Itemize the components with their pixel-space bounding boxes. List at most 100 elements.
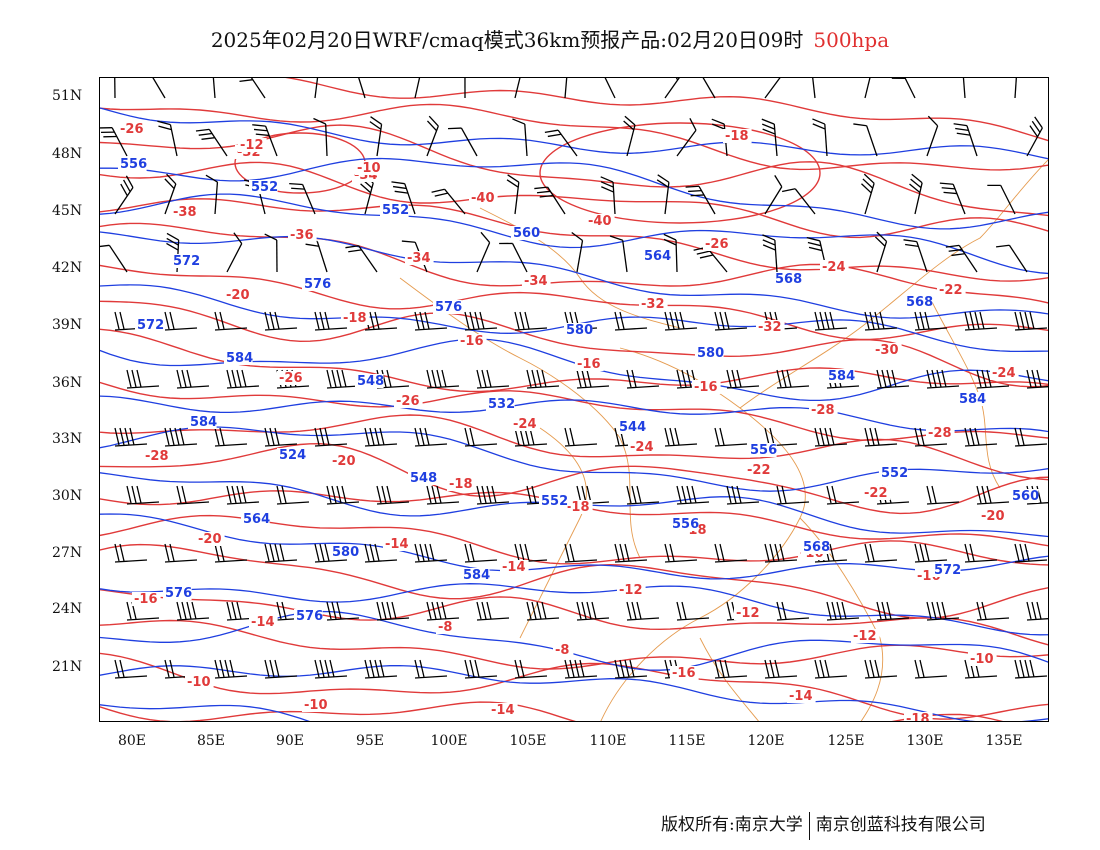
contour-label: -18 [725,129,749,144]
wind-barb [1026,369,1048,389]
contour-label-bg [405,251,434,265]
contour-label: -26 [705,237,729,252]
wind-barb [614,543,648,563]
wind-barb [499,242,528,273]
lon-tick-label: 125E [827,733,865,749]
contour-label-bg [522,274,551,288]
wind-barb [164,543,198,563]
contour-label-bg [979,509,1008,523]
contour-label: -20 [981,509,1005,524]
wind-barb [113,78,116,99]
contour-label-bg [826,369,855,383]
isohypse-line [100,338,1048,402]
contour-label-bg [171,254,200,268]
wind-barb [698,78,716,99]
contour-label: 544 [619,420,646,435]
wind-barb [939,182,966,215]
wind-barb [534,186,566,215]
wind-barb [623,115,636,157]
contour-label-bg [171,205,200,219]
wind-barb [100,244,128,273]
wind-barb [464,78,466,99]
wind-barb [164,427,198,447]
wind-barb [276,485,310,505]
wind-barb [964,427,998,447]
contour-label: 560 [1012,489,1039,504]
contour-label: 556 [120,157,147,172]
contour-label-bg [277,448,306,462]
wind-barb [891,78,916,99]
lat-tick-label: 45N [52,203,83,219]
contour-label: 576 [296,609,323,624]
contour-label: 576 [435,300,462,315]
wind-barb [864,427,898,447]
contour-label: -34 [524,274,548,289]
wind-barb [926,115,939,157]
wind-barb [976,601,1010,621]
contour-label-bg [692,380,721,394]
contour-label: -14 [251,615,275,630]
contour-label: 572 [137,318,164,333]
wind-barb [914,427,948,447]
wind-barb [148,78,166,99]
contour-label: 584 [959,392,986,407]
contour-label: 580 [697,346,724,361]
weather-map: -26 -32 -34 -40 -40 -26 -24 -22 -38 -36 -34 -34 -32-… [99,77,1049,722]
contour-label-bg [433,300,462,314]
contour-label-bg [904,712,933,721]
wind-barb [1014,659,1048,679]
wind-barb [726,369,760,389]
wind-barb [114,175,134,215]
wind-barb [976,485,1010,505]
lon-tick-label: 85E [196,733,226,749]
lon-tick-label: 135E [985,733,1023,749]
border-line [739,159,1048,409]
contour-label: -8 [555,643,569,658]
wind-barb [376,601,410,621]
lat-tick-label: 33N [52,431,83,447]
wind-barb [782,188,816,215]
contour-label: -32 [758,320,782,335]
contour-label-bg [224,288,253,302]
contour-label: -28 [811,403,835,418]
wind-barb [664,543,698,563]
wind-barb [326,485,360,505]
contour-label-bg [748,443,777,457]
lon-tick-label: 95E [355,733,385,749]
contour-label-bg [132,592,161,606]
wind-barb [226,369,260,389]
wind-barb [414,311,448,331]
wind-barb [576,369,610,389]
wind-barb [447,127,478,157]
contour-label: 584 [463,568,490,583]
wind-barb [714,427,748,447]
isotherm-line [100,161,1048,239]
wind-barb [476,601,510,621]
wind-barb [214,427,248,447]
wind-barb [252,124,278,157]
wind-barb [426,485,460,505]
lon-tick-label: 120E [747,733,785,749]
contour-label: -12 [619,583,643,598]
wind-barb [861,173,875,215]
wind-barb [1014,427,1048,447]
wind-barb [564,543,598,563]
wind-barb [987,184,1016,215]
wind-barb [526,601,560,621]
contour-label-bg [196,532,225,546]
contour-label: 552 [251,180,278,195]
wind-barb [314,427,348,447]
wind-barb [600,176,616,215]
isotherm-line [100,442,1048,515]
wind-barb [664,311,698,331]
wind-barb [864,311,898,331]
wind-barb [426,369,460,389]
wind-barb [576,601,610,621]
wind-barb [157,120,178,157]
wind-barb [776,369,810,389]
wind-barb [426,601,460,621]
lon-tick-label: 110E [589,733,627,749]
lat-tick-label: 30N [52,488,83,504]
contour-label-bg [879,466,908,480]
contour-label: -14 [789,689,813,704]
